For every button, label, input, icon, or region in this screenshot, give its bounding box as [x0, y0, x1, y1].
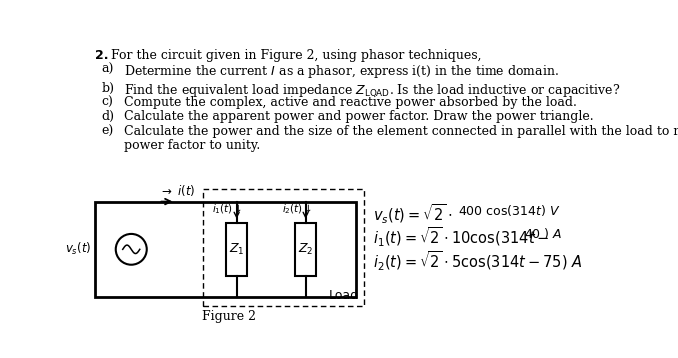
Text: Load: Load: [329, 290, 359, 303]
Text: e): e): [102, 125, 114, 137]
Text: $v_s(t)$: $v_s(t)$: [65, 241, 92, 257]
Text: 40 $)$ $A$: 40 $)$ $A$: [524, 226, 563, 241]
Text: Calculate the power and the size of the element connected in parallel with the l: Calculate the power and the size of the …: [123, 125, 678, 137]
Bar: [295, 223, 317, 276]
Text: b): b): [102, 82, 115, 95]
Text: d): d): [102, 110, 115, 124]
Text: c): c): [102, 96, 114, 109]
Text: Figure 2: Figure 2: [202, 310, 256, 323]
Text: a): a): [102, 63, 114, 76]
Text: $i_2(t) = \sqrt{2}\cdot 5\cos(314t - 75)$ $A$: $i_2(t) = \sqrt{2}\cdot 5\cos(314t - 75)…: [373, 249, 582, 272]
Text: $Z_2$: $Z_2$: [298, 242, 313, 257]
Bar: [203, 189, 364, 306]
Text: $Z_1$: $Z_1$: [229, 242, 245, 257]
Text: $i_1(t)\downarrow$: $i_1(t)\downarrow$: [212, 202, 242, 216]
Bar: [226, 223, 247, 276]
Text: 400 cos(314$t$) $V$: 400 cos(314$t$) $V$: [458, 203, 561, 218]
Text: $\rightarrow$ $i(t)$: $\rightarrow$ $i(t)$: [159, 184, 195, 198]
Text: $i_2(t)\downarrow$: $i_2(t)\downarrow$: [282, 202, 313, 216]
Text: For the circuit given in Figure 2, using phasor techniques,: For the circuit given in Figure 2, using…: [111, 49, 481, 62]
Text: Calculate the apparent power and power factor. Draw the power triangle.: Calculate the apparent power and power f…: [123, 110, 593, 124]
Text: 2.: 2.: [95, 49, 108, 62]
Text: $v_s(t) = \sqrt{2}\cdot$: $v_s(t) = \sqrt{2}\cdot$: [373, 203, 452, 226]
Text: Determine the current $\mathit{I}$ as a phasor, express i(t) in the time domain.: Determine the current $\mathit{I}$ as a …: [123, 63, 559, 80]
Text: power factor to unity.: power factor to unity.: [123, 139, 260, 152]
Text: $i_1(t) = \sqrt{2}\cdot 10\cos(314t -$: $i_1(t) = \sqrt{2}\cdot 10\cos(314t -$: [373, 226, 549, 250]
Text: Compute the complex, active and reactive power absorbed by the load.: Compute the complex, active and reactive…: [123, 96, 576, 109]
Text: Find the equivalent load impedance $Z_{\mathrm{LOAD}}$. Is the load inductive or: Find the equivalent load impedance $Z_{\…: [123, 82, 620, 99]
